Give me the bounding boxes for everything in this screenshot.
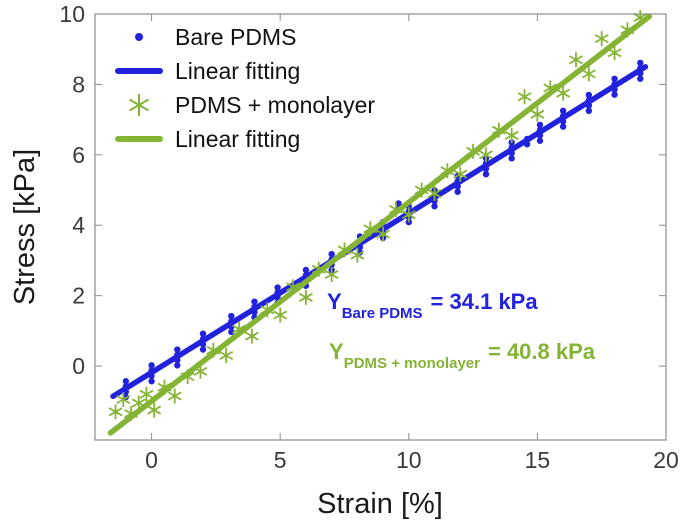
x-axis-label: Strain [%]: [317, 488, 443, 520]
line-marker-icon: [115, 68, 163, 74]
y-tick-label: 8: [72, 71, 85, 97]
legend-sample: [112, 93, 166, 117]
y-tick-label: 0: [72, 353, 85, 379]
annotation-value: = 40.8 kPa: [487, 339, 596, 364]
line-marker-icon: [115, 136, 163, 142]
legend-label: PDMS + monolayer: [175, 91, 376, 118]
legend-item-blue-linear-fitting: Linear fitting: [112, 54, 375, 88]
legend-item-pdms-monolayer: PDMS + monolayer: [112, 88, 375, 122]
axes-frame: [94, 13, 667, 441]
legend-sample: [112, 33, 166, 41]
x-tick-label: 5: [274, 447, 287, 473]
dot-marker-icon: [135, 33, 143, 41]
annotation-subscript: PDMS + monolayer: [343, 355, 480, 373]
y-axis-label: Stress [kPa]: [9, 148, 41, 306]
y-tick-label: 6: [72, 142, 85, 168]
legend: Bare PDMS Linear fitting PDMS + monolaye…: [112, 20, 375, 156]
legend-item-bare-pdms: Bare PDMS: [112, 20, 375, 54]
legend-label: Bare PDMS: [175, 23, 297, 50]
legend-label: Linear fitting: [175, 125, 301, 152]
asterisk-marker-icon: [128, 94, 150, 116]
series-3-linear-fitting: [107, 13, 653, 436]
annotation-prefix: Y: [329, 339, 344, 364]
x-axis-ticks: 0 5 10 15 20: [145, 14, 679, 473]
legend-sample: [112, 136, 166, 142]
x-tick-label: 15: [525, 447, 551, 473]
legend-label: Linear fitting: [175, 57, 301, 84]
annotation-bare-pdms-modulus: YBare PDMS = 34.1 kPa: [327, 289, 538, 322]
annotation-subscript: Bare PDMS: [341, 305, 423, 323]
annotation-prefix: Y: [327, 289, 342, 314]
y-axis-ticks: 0 2 4 6 8 10: [59, 1, 666, 379]
y-tick-label: 2: [72, 283, 85, 309]
x-tick-label: 0: [145, 447, 158, 473]
annotation-pdms-monolayer-modulus: YPDMS + monolayer = 40.8 kPa: [329, 339, 596, 372]
y-tick-label: 4: [72, 212, 85, 238]
x-tick-label: 20: [653, 447, 679, 473]
x-tick-label: 10: [396, 447, 422, 473]
legend-sample: [112, 68, 166, 74]
y-tick-label: 10: [59, 1, 85, 27]
annotation-value: = 34.1 kPa: [430, 289, 538, 314]
legend-item-green-linear-fitting: Linear fitting: [112, 122, 375, 156]
